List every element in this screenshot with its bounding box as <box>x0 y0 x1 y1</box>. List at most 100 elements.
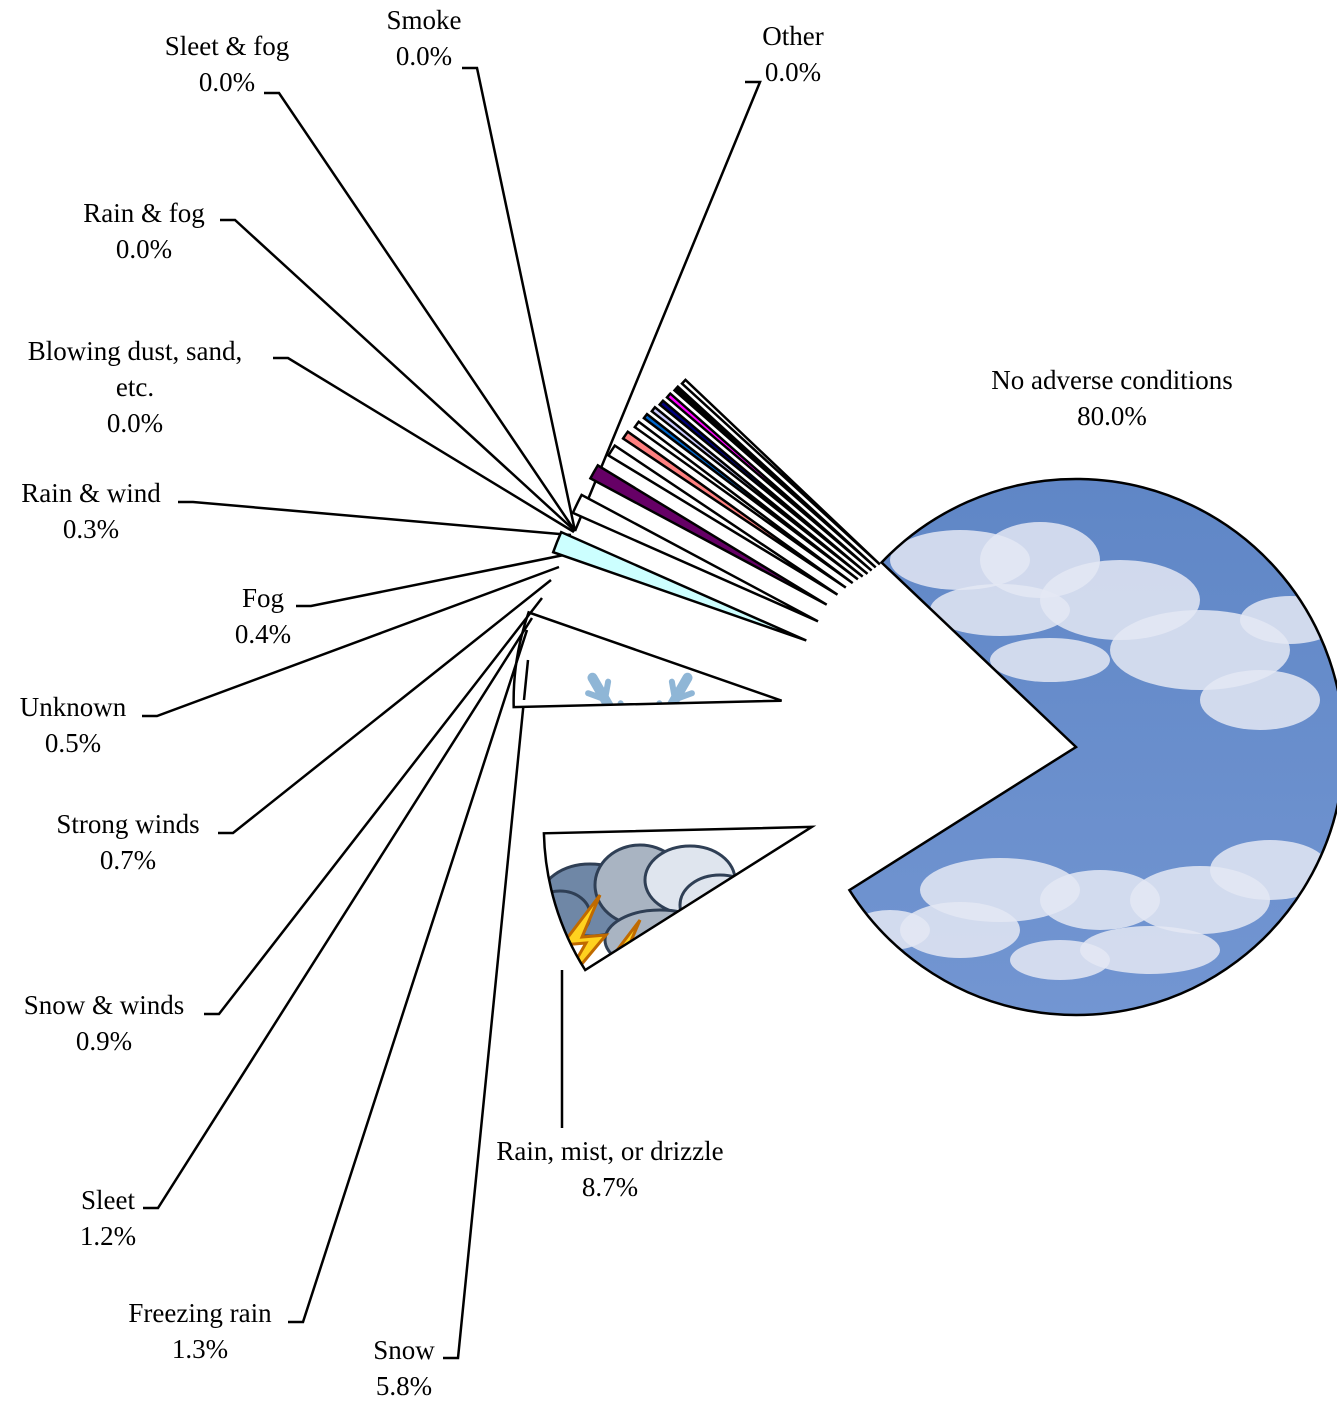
slice-label: Rain & wind 0.3% <box>21 478 161 544</box>
slice-label-value: 0.0% <box>116 234 172 264</box>
pie-slice <box>512 610 783 709</box>
leader-line <box>443 659 530 1360</box>
snowflake-branch-shape <box>710 748 724 760</box>
leader-line <box>296 553 565 608</box>
snowflake-core-shape <box>612 732 668 788</box>
pie-slice <box>606 443 839 596</box>
leader-line <box>288 629 529 1324</box>
slice-label: Snow & winds 0.9% <box>24 990 185 1056</box>
snowflake-branch-shape <box>659 799 662 817</box>
slice-label-name: Strong winds <box>56 809 199 839</box>
leader-line <box>143 617 534 1210</box>
slice-label-value: 1.3% <box>172 1334 228 1364</box>
cloud-shape <box>1210 840 1330 900</box>
pie-slice <box>650 405 864 578</box>
slice-label-name: Freezing rain <box>128 1298 272 1328</box>
snowflake-arm-shape <box>587 672 645 708</box>
leader-line <box>142 565 560 718</box>
snowflake-branch-shape <box>588 821 605 827</box>
storm-cloud-shape <box>603 908 717 970</box>
slice-label: Other 0.0% <box>762 21 823 87</box>
pie-slice <box>551 530 807 642</box>
slice-label: Fog 0.4% <box>235 583 291 649</box>
slice-label-value: 0.3% <box>63 514 119 544</box>
cloud-shape <box>1080 926 1220 974</box>
slice-label-name: Rain & fog <box>83 198 205 228</box>
leader-line <box>573 80 762 532</box>
pie-slice <box>571 493 819 623</box>
snowflake-branch-shape <box>710 760 724 772</box>
pie-slices <box>512 378 1337 1017</box>
pie-slice <box>847 477 1337 1017</box>
slice-label: Blowing dust, sand, etc. 0.0% <box>28 336 243 438</box>
slice-label-value: 0.9% <box>76 1026 132 1056</box>
pie-slice <box>621 429 847 589</box>
slice-label-name: Sleet & fog <box>165 31 289 61</box>
snowflake-branch-shape <box>601 715 618 721</box>
slice-label-value: 0.4% <box>235 619 291 649</box>
cloud-shape <box>1010 940 1110 980</box>
slice-label-value: 1.2% <box>80 1221 136 1251</box>
leader-line <box>218 579 552 835</box>
snowflake-branch-shape <box>581 748 595 760</box>
pie-slice <box>633 420 854 585</box>
slice-label: Sleet 1.2% <box>80 1185 136 1251</box>
snowflake-branch-shape <box>556 748 570 760</box>
slice-label-name: Fog <box>242 583 284 613</box>
snowflake-branch-shape <box>675 821 692 827</box>
snowflake-branch-shape <box>685 748 699 760</box>
slice-label: Freezing rain 1.3% <box>128 1298 272 1364</box>
leader-line <box>462 66 577 532</box>
snowflake-branch-shape <box>602 678 612 703</box>
leader-line <box>273 356 575 534</box>
slice-label-name: Smoke <box>386 5 461 35</box>
slice-label-value: 0.7% <box>100 845 156 875</box>
slice-label: Smoke 0.0% <box>386 5 461 71</box>
slice-label: No adverse conditions 80.0% <box>991 365 1232 431</box>
slice-label-value: 0.0% <box>396 41 452 71</box>
slice-label: Rain & fog 0.0% <box>83 198 205 264</box>
sky-image <box>849 478 1337 1015</box>
pie-slice <box>657 398 869 575</box>
leader-line <box>220 218 576 532</box>
slice-label-value: 8.7% <box>582 1172 638 1202</box>
slice-label-value: 0.0% <box>107 408 163 438</box>
slice-label: Sleet & fog 0.0% <box>165 31 289 97</box>
pie-slice <box>542 825 817 972</box>
slice-label-name: Sleet <box>81 1185 135 1215</box>
slice-label-value: 0.0% <box>199 67 255 97</box>
slice-label-name: Other <box>762 21 823 51</box>
leader-lines <box>142 66 762 1360</box>
pie-slice <box>588 463 828 606</box>
cloud-shape <box>850 910 930 950</box>
snowflake-branch-shape <box>663 799 680 805</box>
slice-label-value: 80.0% <box>1077 401 1147 431</box>
cloud-shape <box>1240 596 1337 644</box>
slice-label-name: Snow <box>373 1335 435 1365</box>
snowflake-branch-shape <box>614 700 624 708</box>
cloud-shape <box>900 902 1020 958</box>
slice-label: Unknown 0.5% <box>20 692 127 758</box>
slice-label-name: Rain, mist, or drizzle <box>496 1136 723 1166</box>
leader-line <box>178 500 572 537</box>
snowflake-arm-shape <box>635 672 693 708</box>
snowflake-branch-shape <box>618 799 621 817</box>
slice-label-name: Snow & winds <box>24 990 185 1020</box>
leader-line <box>204 597 543 1016</box>
slice-label: Strong winds 0.7% <box>56 809 199 875</box>
cloud-shape <box>930 584 1070 636</box>
pie-slice <box>672 384 877 569</box>
pie-slice <box>665 391 873 572</box>
snowflake-branch-shape <box>581 760 595 772</box>
snowflake-branch-shape <box>556 760 570 772</box>
slice-label: Snow 5.8% <box>373 1335 435 1401</box>
slice-label-name: Unknown <box>20 692 127 722</box>
cloud-shape <box>990 638 1110 682</box>
cloud-shape <box>1040 870 1160 930</box>
snowflake-branch-shape <box>663 715 680 721</box>
slice-label-value: 0.0% <box>765 57 821 87</box>
slice-label-name: No adverse conditions <box>991 365 1232 395</box>
slice-label-name: etc. <box>116 372 154 402</box>
slice-label: Rain, mist, or drizzle 8.7% <box>496 1136 723 1202</box>
snowflake-branch-shape <box>672 690 695 703</box>
